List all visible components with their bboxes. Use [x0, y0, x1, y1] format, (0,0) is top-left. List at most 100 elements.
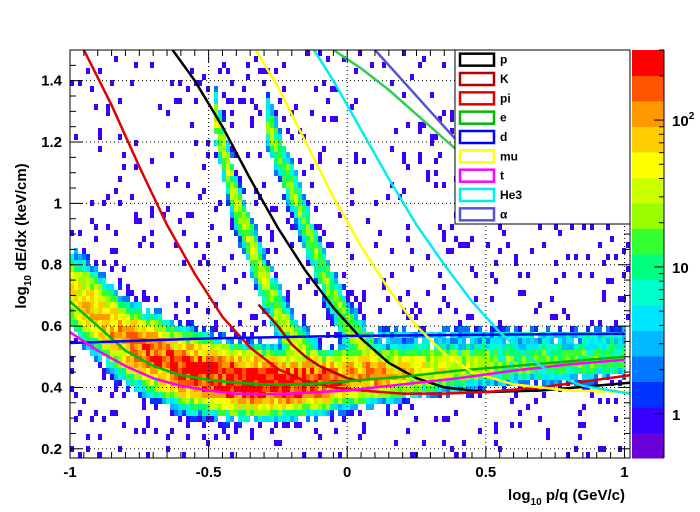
heatmap-cell [298, 200, 302, 206]
heatmap-cell [290, 362, 294, 368]
heatmap-cell [290, 374, 294, 380]
heatmap-cell [406, 164, 410, 170]
heatmap-cell [338, 320, 342, 326]
heatmap-cell [490, 350, 494, 356]
heatmap-cell [202, 410, 206, 416]
heatmap-cell [590, 224, 594, 230]
heatmap-cell [166, 320, 170, 326]
heatmap-cell [218, 398, 222, 404]
heatmap-cell [110, 332, 114, 338]
heatmap-cell [282, 422, 286, 428]
heatmap-cell [238, 362, 242, 368]
heatmap-cell [226, 422, 230, 428]
heatmap-cell [546, 356, 550, 362]
heatmap-cell [250, 260, 254, 266]
heatmap-cell [322, 398, 326, 404]
heatmap-cell [250, 374, 254, 380]
heatmap-cell [422, 368, 426, 374]
heatmap-cell [298, 182, 302, 188]
heatmap-cell [538, 416, 542, 422]
heatmap-cell [154, 320, 158, 326]
heatmap-cell [162, 380, 166, 386]
heatmap-cell [274, 140, 278, 146]
heatmap-cell [254, 104, 258, 110]
heatmap-cell [202, 374, 206, 380]
heatmap-cell [170, 350, 174, 356]
heatmap-cell [330, 356, 334, 362]
heatmap-cell [330, 314, 334, 320]
heatmap-cell [82, 278, 86, 284]
heatmap-cell [294, 320, 298, 326]
heatmap-cell [342, 56, 346, 62]
heatmap-cell [582, 338, 586, 344]
heatmap-cell [198, 398, 202, 404]
heatmap-cell [70, 290, 74, 296]
heatmap-cell [166, 362, 170, 368]
heatmap-cell [306, 260, 310, 266]
heatmap-cell [382, 368, 386, 374]
heatmap-cell [146, 326, 150, 332]
heatmap-cell [218, 128, 222, 134]
heatmap-cell [222, 356, 226, 362]
heatmap-cell [390, 392, 394, 398]
heatmap-cell [258, 242, 262, 248]
heatmap-cell [90, 266, 94, 272]
heatmap-cell [222, 392, 226, 398]
heatmap-cell [478, 428, 482, 434]
heatmap-cell [286, 302, 290, 308]
heatmap-cell [102, 320, 106, 326]
heatmap-cell [182, 398, 186, 404]
heatmap-cell [398, 386, 402, 392]
heatmap-cell [162, 350, 166, 356]
color-scale-bar [632, 49, 665, 459]
heatmap-cell [506, 242, 510, 248]
heatmap-cell [130, 326, 134, 332]
heatmap-cell [138, 368, 142, 374]
heatmap-cell [330, 410, 334, 416]
heatmap-cell [346, 326, 350, 332]
heatmap-cell [122, 350, 126, 356]
heatmap-cell [206, 344, 210, 350]
heatmap-cell [562, 356, 566, 362]
heatmap-cell [286, 410, 290, 416]
heatmap-cell [174, 356, 178, 362]
heatmap-cell [146, 362, 150, 368]
heatmap-cell [126, 296, 130, 302]
heatmap-cell [310, 236, 314, 242]
heatmap-cell [186, 386, 190, 392]
heatmap-cell [150, 326, 154, 332]
heatmap-cell [154, 332, 158, 338]
heatmap-cell [234, 386, 238, 392]
series-curve [257, 303, 362, 383]
heatmap-cell [90, 332, 94, 338]
heatmap-cell [162, 356, 166, 362]
heatmap-cell [110, 290, 114, 296]
heatmap-cell [298, 410, 302, 416]
heatmap-cell [502, 338, 506, 344]
heatmap-cell [562, 272, 566, 278]
heatmap-cell [222, 404, 226, 410]
heatmap-cell [306, 398, 310, 404]
heatmap-cell [298, 374, 302, 380]
heatmap-cell [234, 350, 238, 356]
heatmap-cell [602, 446, 606, 452]
heatmap-cell [234, 278, 238, 284]
heatmap-cell [438, 272, 442, 278]
heatmap-cell [358, 362, 362, 368]
heatmap-cell [454, 452, 458, 458]
heatmap-cell [262, 260, 266, 266]
heatmap-cell [258, 68, 262, 74]
heatmap-cell [342, 380, 346, 386]
heatmap-cell [70, 368, 74, 374]
heatmap-cell [394, 392, 398, 398]
heatmap-cell [498, 326, 502, 332]
heatmap-cell [114, 350, 118, 356]
heatmap-cell [554, 260, 558, 266]
heatmap-cell [414, 368, 418, 374]
heatmap-cell [510, 356, 514, 362]
heatmap-cell [214, 410, 218, 416]
heatmap-cell [326, 374, 330, 380]
heatmap-cell [262, 404, 266, 410]
heatmap-cell [350, 374, 354, 380]
